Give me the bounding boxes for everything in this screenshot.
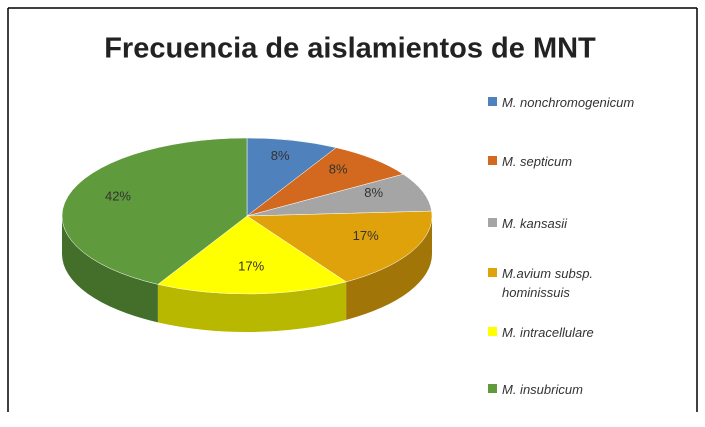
- legend-item: M. nonchromogenicum: [488, 93, 648, 112]
- legend-label: M. septicum: [502, 154, 573, 169]
- pie-slice: [157, 215, 347, 295]
- legend-item: M. intracellulare: [488, 323, 648, 342]
- legend-swatch: [488, 156, 497, 165]
- pie-side: [157, 281, 347, 333]
- legend-label: M. kansasii: [502, 216, 568, 231]
- legend-label: M. insubricum: [502, 382, 583, 397]
- data-label: 17%: [353, 228, 379, 243]
- legend-swatch: [488, 218, 497, 227]
- pie-slice: [61, 137, 248, 285]
- legend-item: M. septicum: [488, 152, 648, 171]
- legend-swatch: [488, 97, 497, 106]
- data-label: 17%: [238, 259, 264, 274]
- pie-slice: [246, 147, 404, 217]
- pie-side: [346, 216, 432, 320]
- legend-item: M. insubricum: [488, 380, 648, 399]
- data-label: 8%: [329, 161, 348, 176]
- legend-item: M. kansasii: [488, 214, 648, 233]
- legend-swatch: [488, 327, 497, 336]
- legend-label: M. nonchromogenicum: [502, 95, 635, 110]
- chart-title: Frecuencia de aislamientos de MNT: [104, 33, 596, 65]
- data-label: 8%: [271, 148, 290, 163]
- legend-swatch: [488, 384, 497, 393]
- pie-slice: [246, 173, 432, 217]
- legend-label: M. intracellulare: [502, 325, 594, 340]
- legend-swatch: [488, 268, 497, 277]
- pie-side: [62, 216, 158, 323]
- data-label: 42%: [105, 188, 131, 203]
- data-label: 8%: [364, 185, 383, 200]
- pie-slice: [246, 137, 337, 217]
- legend-label: M.avium subsp. hominissuis: [502, 266, 594, 300]
- pie-slice: [246, 210, 433, 283]
- legend-item: M.avium subsp. hominissuis: [488, 264, 648, 302]
